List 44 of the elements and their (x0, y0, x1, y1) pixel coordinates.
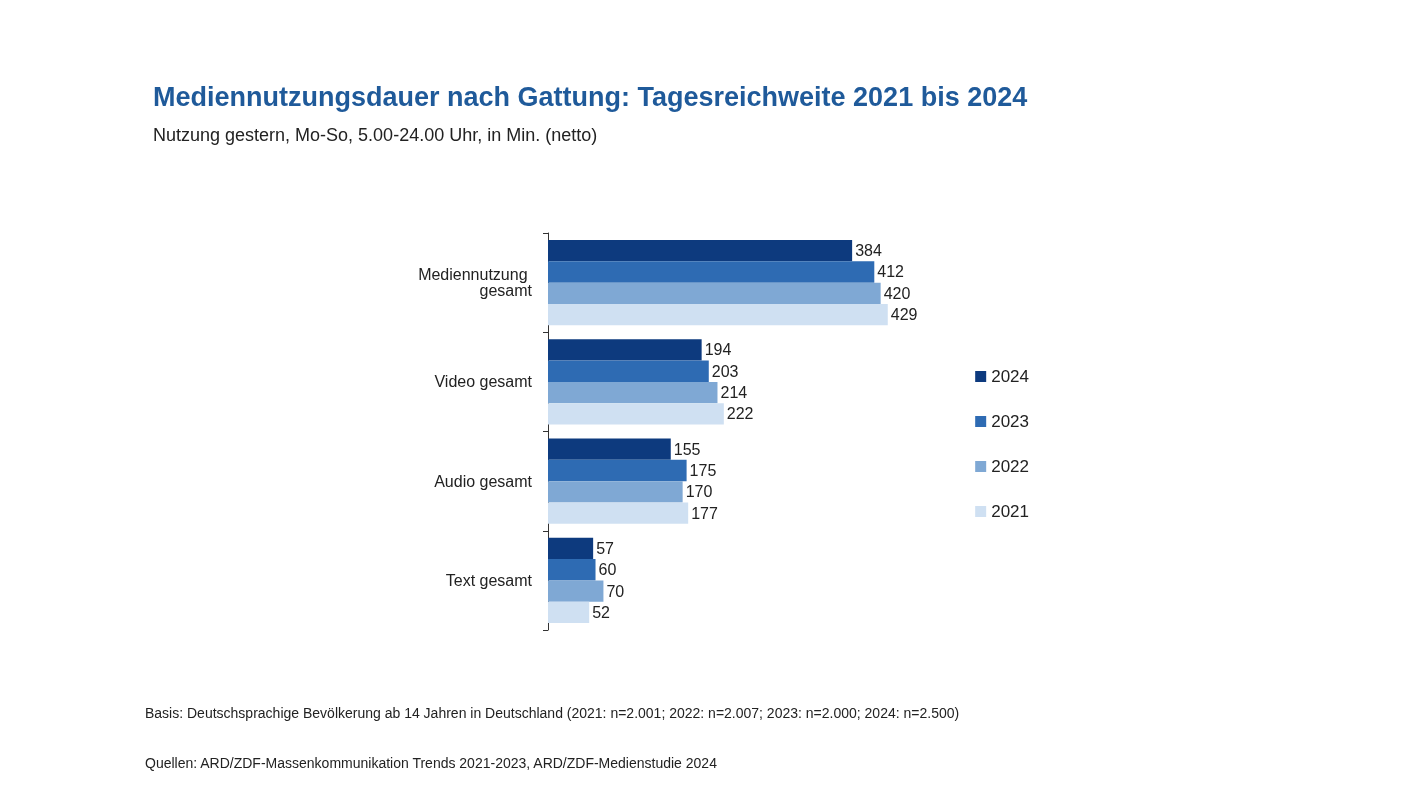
bar (548, 601, 590, 624)
text: Basis: Deutschsprachige Bevölkerung ab 14 Jahren in Deutschland (2021: n=2.001; 2022: n=2.007; 2023: n=2.000; 2024: n=2.500) (145, 705, 960, 721)
data-label: 60 (598, 561, 617, 579)
chart-title: Mediennutzungsdauer nach Gattung: Tagesreichweite 2021 bis 2024 (153, 81, 1028, 112)
data-label: 194 (704, 341, 732, 359)
bar (548, 282, 881, 304)
data-label: 214 (720, 384, 748, 402)
bar (548, 438, 671, 460)
bar (548, 459, 687, 482)
bar (548, 559, 596, 581)
legend-label: 2023 (991, 412, 1030, 431)
bar (548, 239, 853, 262)
data-label: 222 (726, 405, 754, 423)
legend-label: 2024 (991, 367, 1030, 386)
data-label: 155 (673, 440, 701, 458)
legend-label: 2022 (991, 457, 1030, 476)
bar (548, 360, 709, 382)
legend-label: 2021 (991, 502, 1030, 521)
data-label: 175 (689, 461, 717, 479)
bar (548, 261, 875, 283)
bar (548, 580, 604, 602)
data-label: 177 (691, 504, 718, 522)
y-tick-label: Text gesamt (445, 571, 533, 589)
data-label: 420 (883, 284, 911, 302)
data-label: 429 (890, 306, 918, 324)
bar (548, 537, 594, 560)
y-tick-label: Video gesamt (434, 373, 533, 391)
bar (548, 381, 718, 404)
data-label: 70 (606, 582, 625, 600)
data-label: 52 (592, 603, 611, 621)
bar (548, 481, 683, 503)
y-tick-label: Mediennutzung gesamt (418, 266, 533, 300)
bar (548, 303, 888, 326)
data-label: 412 (877, 263, 905, 281)
bar (548, 403, 724, 425)
data-label: 170 (685, 483, 713, 501)
data-label: 203 (711, 362, 739, 380)
source-note: Quellen: ARD/ZDF-Massenkommunikation Trends 2021-2023, ARD/ZDF-Medienstudie 2024 (145, 755, 718, 771)
y-tick-label: Audio gesamt (434, 472, 533, 490)
data-label: 57 (596, 539, 615, 557)
text: Nutzung gestern, Mo-So, 5.00-24.00 Uhr, in Min. (netto) (153, 125, 598, 145)
data-label: 384 (855, 242, 882, 260)
bar (548, 339, 702, 361)
bar (548, 502, 689, 524)
